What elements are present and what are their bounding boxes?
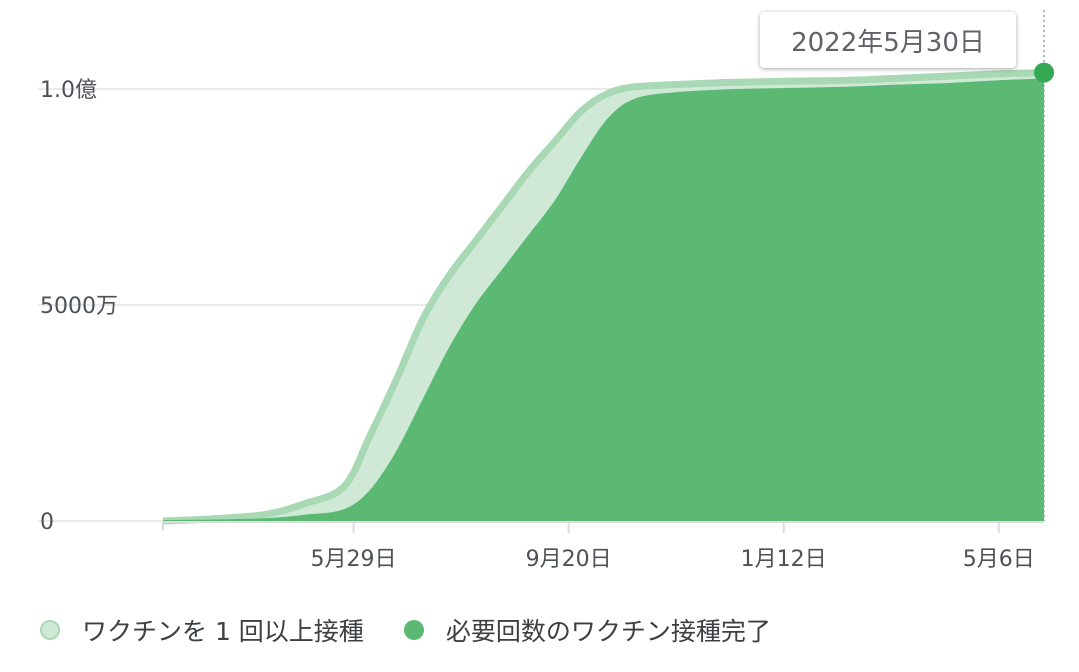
legend-swatch-fully-vaccinated xyxy=(403,620,424,640)
legend-swatch-first-dose xyxy=(40,620,60,640)
vaccination-chart: 0 5000万 1.0億 5月29日 9月20日 1月12日 5月6日 xyxy=(38,10,1054,572)
legend: ワクチンを 1 回以上接種 必要回数のワクチン接種完了 xyxy=(40,612,811,648)
x-axis xyxy=(162,521,1044,533)
area-series xyxy=(162,69,1045,525)
x-tick-label: 9月20日 xyxy=(526,547,612,572)
legend-item-fully-vaccinated[interactable]: 必要回数のワクチン接種完了 xyxy=(403,612,771,648)
x-tick-label: 5月29日 xyxy=(311,547,397,572)
tooltip-date: 2022年5月30日 xyxy=(791,27,985,58)
highlight-point[interactable] xyxy=(1034,62,1054,83)
highlight-marker[interactable] xyxy=(1034,10,1054,521)
legend-item-first-dose[interactable]: ワクチンを 1 回以上接種 xyxy=(40,612,364,648)
date-tooltip: 2022年5月30日 xyxy=(760,12,1016,68)
line-series-0 xyxy=(162,69,1045,525)
y-tick-label: 0 xyxy=(40,510,54,535)
legend-label-fully-vaccinated: 必要回数のワクチン接種完了 xyxy=(445,617,771,646)
x-tick-label: 5月6日 xyxy=(963,547,1035,572)
y-tick-label: 5000万 xyxy=(40,294,118,319)
legend-label-first-dose: ワクチンを 1 回以上接種 xyxy=(82,617,364,646)
area-series-1 xyxy=(163,79,1044,521)
tick-labels: 0 5000万 1.0億 5月29日 9月20日 1月12日 5月6日 xyxy=(40,78,1035,572)
y-tick-label: 1.0億 xyxy=(40,78,97,103)
line-series-1 xyxy=(162,78,1045,522)
x-tick-label: 1月12日 xyxy=(741,547,827,572)
